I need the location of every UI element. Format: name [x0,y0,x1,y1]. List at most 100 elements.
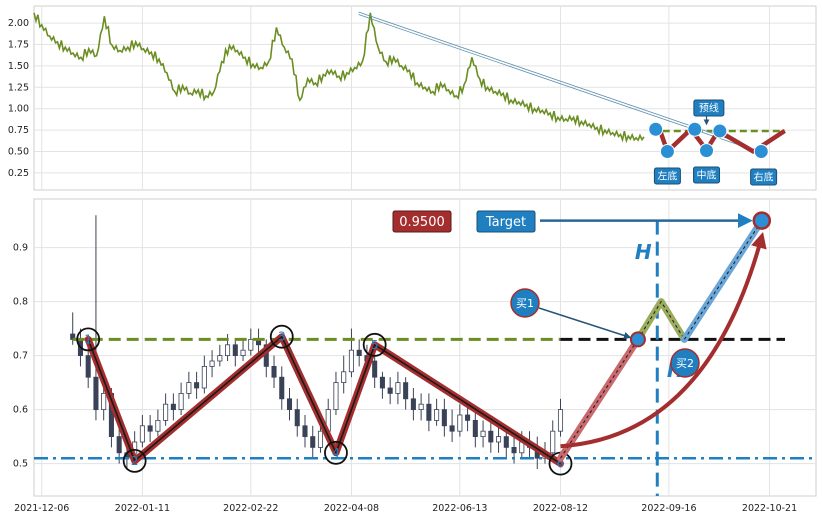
candle-body [465,414,471,421]
bottom-y-axis: 0.9 0.8 0.7 0.6 0.5 [13,243,28,470]
pattern-point-label: 6 [557,457,565,471]
candle-body [147,425,153,432]
candle-body [286,398,293,410]
candle [279,366,285,410]
candle [348,328,354,378]
candle [232,339,238,367]
candle [387,377,393,405]
candle-body [170,403,176,411]
candle [93,215,99,421]
candle-body [271,365,277,378]
candle [341,355,347,394]
candle [310,425,316,459]
candle-body [225,344,231,356]
candle [418,393,424,421]
buy1-arrow [538,307,632,340]
price-tag-label: 0.9500 [399,215,445,230]
bottom-x-tick-label: 2022-02-22 [223,503,278,514]
candle [403,377,409,410]
candle-body [395,382,401,394]
candle-body [240,349,246,357]
tag-label: 预线 [699,102,719,115]
bottom-x-tick-label: 2022-09-16 [641,503,696,514]
buy1-badge: 买1 [510,288,540,318]
candle [449,409,455,442]
tag-box: 中底 [693,166,721,184]
candle [496,425,502,453]
w-pattern: 1 2 3 4 5 6 [76,324,573,476]
pattern-point-label: 3 [278,330,286,344]
candle-body [387,387,393,394]
buy1-circle [510,288,540,318]
candle-body [85,355,91,378]
candle [286,388,293,421]
top-y-axis: 2.00 1.75 1.50 1.25 1.00 0.75 0.50 0.25 [8,18,29,179]
candle [271,355,277,388]
candle [248,328,254,356]
bottom-plot-area [33,198,817,497]
top-tags: 左底 中底 右底 预线 [653,99,778,186]
candle [550,420,556,459]
candle [294,398,300,437]
bottom-x-tick-label: 2022-04-08 [324,503,379,514]
candle-body [155,419,161,432]
candle-body [348,349,354,373]
candle [209,350,215,378]
bottom-panel: 0.9 0.8 0.7 0.6 0.5 2021-12-06 2022-01-11 2022… [13,198,817,514]
pattern-point-ring [76,327,101,352]
candle-body [279,376,285,400]
buy1-label: 买1 [516,297,534,310]
bottom-x-tick-label: 2022-08-12 [533,503,588,514]
candle-body [488,430,494,443]
candle-body [449,425,455,432]
candle [302,415,308,448]
bottom-y-tick-label: 0.7 [13,351,28,362]
bottom-x-tick-label: 2021-12-06 [14,503,69,514]
pattern-point-ring [269,324,294,349]
candle [147,415,153,442]
candle-body [310,436,316,448]
bottom-y-tick-label: 0.6 [13,405,28,416]
candle [186,371,192,399]
candle [170,393,176,421]
target-curve-arrow [560,231,767,449]
candle-body [472,419,478,437]
candle-body [163,403,169,421]
candle [465,404,471,432]
candle [410,388,416,421]
candle-body [333,382,339,411]
tag-box: 右底 [750,168,778,186]
reference-lines [34,220,816,496]
target-point [752,211,772,230]
candle [379,371,385,399]
top-bottom-dot [648,121,664,137]
top-trend-line-1 [358,11,746,146]
top-y-tick-label: 2.00 [8,18,29,29]
candle-body [139,425,145,443]
top-trend-line-2 [358,14,746,148]
candle [488,420,494,453]
pattern-point: 1 [76,327,101,352]
pattern-point: 2 [122,448,147,473]
candle-body [341,371,347,383]
top-y-tick-label: 1.00 [8,104,29,115]
candle-body [434,409,440,421]
candle-body [209,360,215,367]
tag-box: 预线 [693,99,725,117]
candle-body [302,425,308,437]
candle [333,371,339,415]
tag-bg [750,168,778,186]
candle-body [441,409,447,427]
top-bottom-dot [659,143,675,159]
candle [434,398,440,426]
candle [194,371,200,399]
pattern-point: 3 [269,324,294,349]
candle-body [372,360,378,378]
candle-body [480,430,486,438]
candle-body [503,436,509,448]
candle-body [550,430,556,454]
pattern-point-ring [324,440,348,465]
candle-body [217,355,223,362]
proj-up-1 [556,335,642,462]
